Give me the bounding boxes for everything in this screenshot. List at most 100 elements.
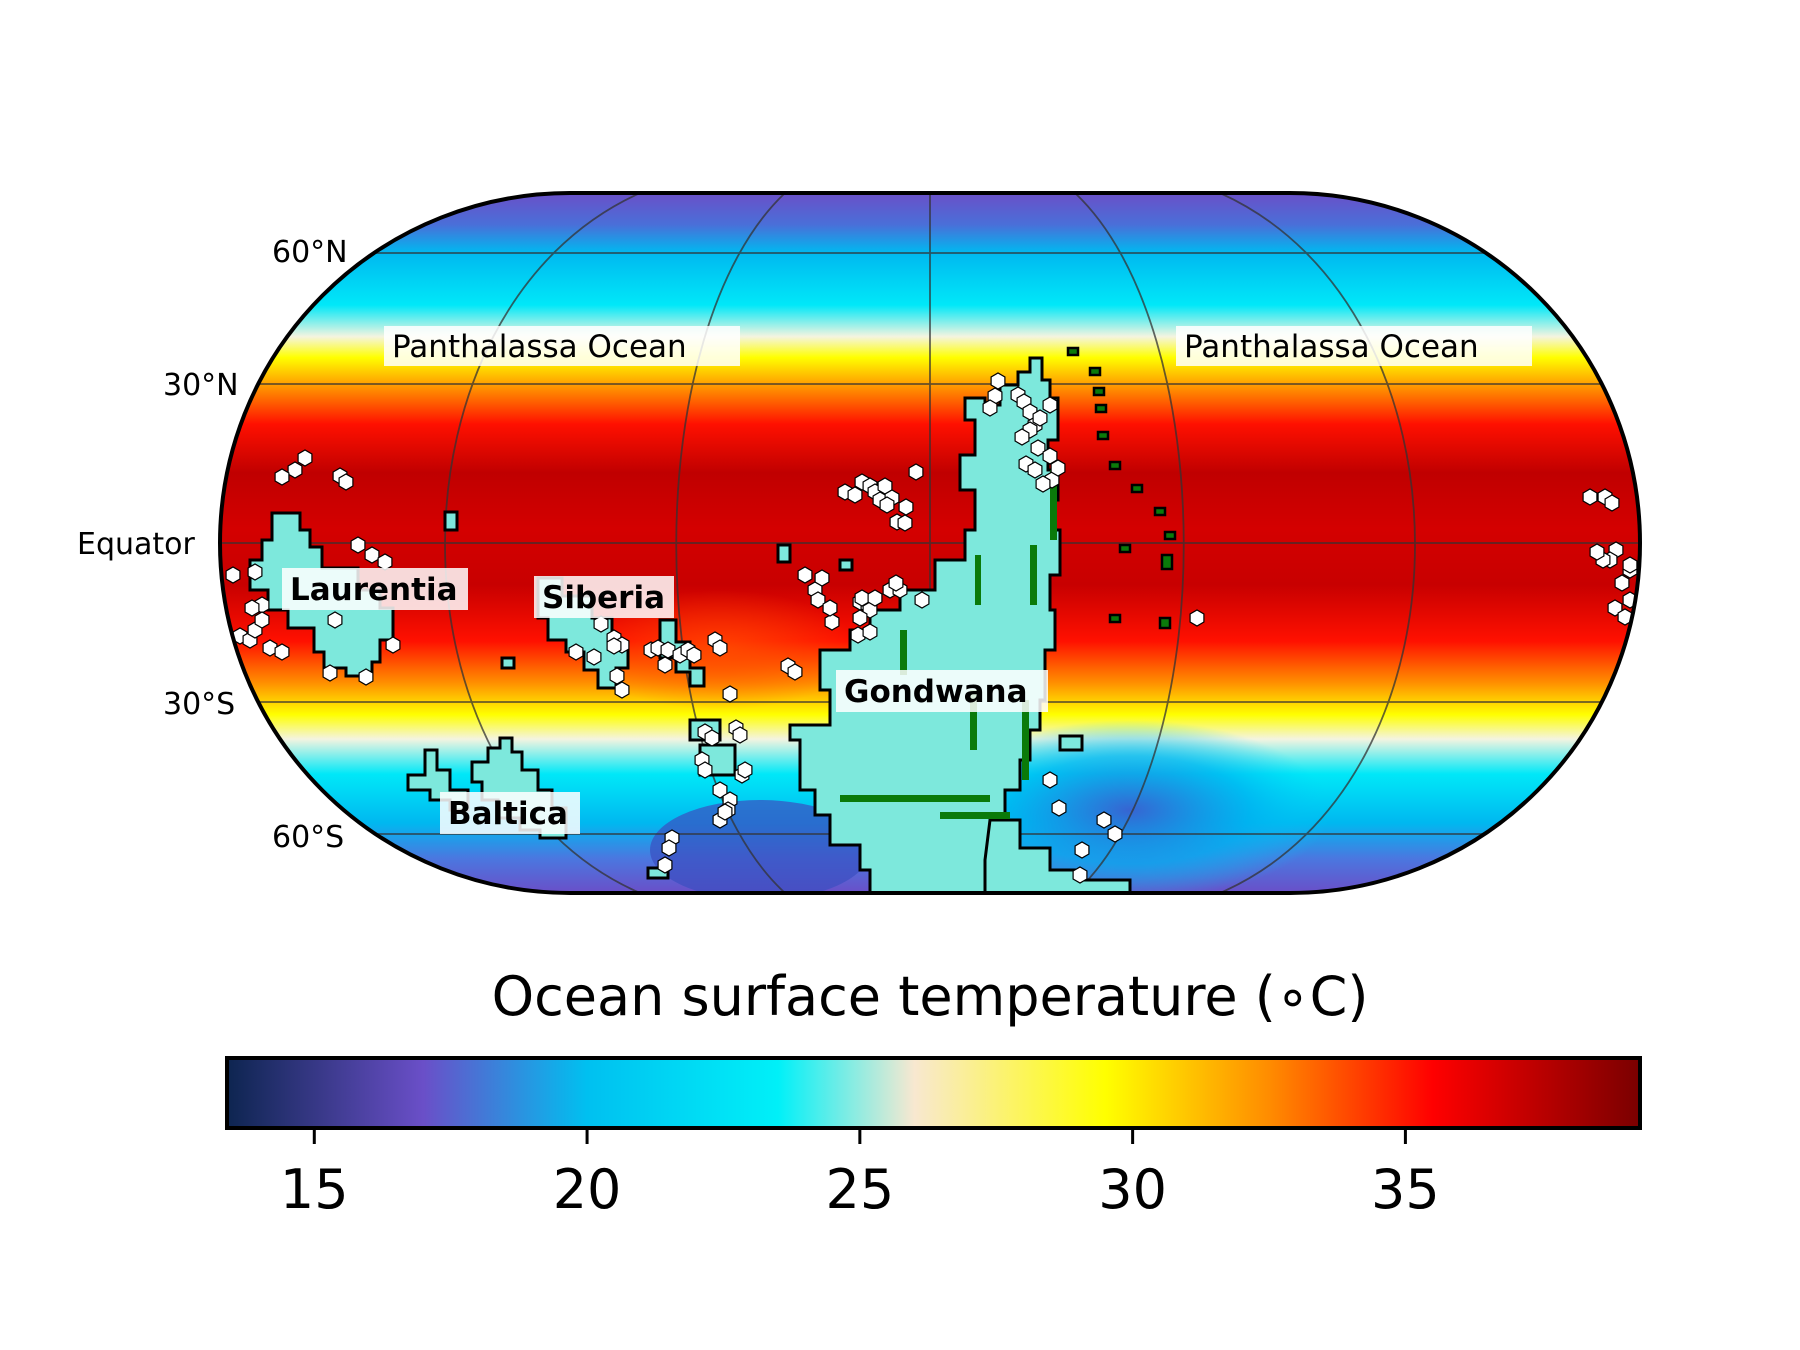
highland-regions bbox=[840, 470, 1057, 819]
data-marker-hexagon bbox=[1035, 475, 1051, 493]
data-marker-hexagon bbox=[1604, 494, 1620, 512]
colorbar-tick-label: 15 bbox=[280, 1158, 349, 1221]
map-boundary bbox=[218, 191, 1642, 895]
data-marker-hexagon bbox=[1051, 799, 1067, 817]
data-marker-hexagon bbox=[327, 611, 343, 629]
data-marker-hexagon bbox=[697, 761, 713, 779]
continent-label-gondwana-bg bbox=[836, 670, 1048, 712]
lat-label-60n: 60°N bbox=[272, 235, 348, 270]
highland-ridge-2 bbox=[1030, 545, 1037, 605]
highland-ridge-4 bbox=[970, 690, 977, 750]
data-marker-hexagon bbox=[1622, 556, 1638, 574]
data-marker-hexagon bbox=[797, 566, 813, 584]
data-marker-hexagon bbox=[274, 643, 290, 661]
data-marker-hexagon bbox=[852, 609, 868, 627]
data-marker-hexagon bbox=[686, 646, 702, 664]
colorbar-title: Ocean surface temperature (∘C) bbox=[492, 965, 1369, 1028]
islet bbox=[1158, 616, 1172, 630]
data-marker-hexagon bbox=[262, 639, 278, 657]
data-marker-hexagon bbox=[606, 637, 622, 655]
data-marker-hexagon bbox=[847, 486, 863, 504]
colorbar: Ocean surface temperature (∘C) 15 20 25 30 3… bbox=[225, 965, 1642, 1221]
ocean-label-west-bg bbox=[384, 326, 740, 366]
colorbar-ramp bbox=[225, 1056, 1642, 1130]
data-marker-hexagon bbox=[990, 372, 1006, 390]
data-marker-hexagon bbox=[787, 663, 803, 681]
small-island-3 bbox=[838, 558, 854, 572]
colorbar-ticks: 15 20 25 30 35 bbox=[280, 1128, 1440, 1221]
continent-label-baltica: Baltica bbox=[448, 796, 568, 832]
data-marker-hexagon bbox=[661, 839, 677, 857]
data-marker-hexagon bbox=[854, 589, 870, 607]
islet bbox=[1066, 346, 1080, 357]
data-marker-hexagon bbox=[1096, 811, 1112, 829]
colorbar-tick-label: 25 bbox=[825, 1158, 894, 1221]
islet bbox=[1163, 530, 1177, 541]
islet bbox=[1088, 366, 1102, 377]
data-marker-hexagon bbox=[254, 611, 270, 629]
highland-ridge-8 bbox=[900, 630, 907, 675]
meridian-e2 bbox=[1219, 193, 1416, 893]
meridian-e1 bbox=[1074, 193, 1185, 893]
gondwana-east-cape bbox=[1058, 734, 1084, 752]
islet bbox=[1160, 553, 1174, 571]
data-marker-hexagon bbox=[888, 574, 904, 592]
data-marker-hexagon bbox=[364, 546, 380, 564]
data-marker-hexagon bbox=[908, 463, 924, 481]
lat-label-30n: 30°N bbox=[163, 368, 239, 403]
small-island-1 bbox=[500, 656, 516, 670]
data-marker-hexagon bbox=[297, 449, 313, 467]
data-marker-hexagon bbox=[1189, 609, 1205, 627]
data-marker-hexagon bbox=[879, 496, 895, 514]
data-marker-hexagon bbox=[862, 623, 878, 641]
data-marker-hexagon bbox=[1072, 866, 1088, 884]
ocean-label-west: Panthalassa Ocean bbox=[392, 329, 687, 365]
data-marker-hexagon bbox=[810, 591, 826, 609]
data-marker-hexagon bbox=[867, 589, 883, 607]
continent-label-laurentia: Laurentia bbox=[290, 572, 458, 608]
data-marker-hexagon bbox=[898, 498, 914, 516]
data-marker-hexagon bbox=[717, 803, 733, 821]
islet bbox=[1118, 543, 1132, 554]
data-marker-hexagon bbox=[586, 648, 602, 666]
highland-ridge-5 bbox=[1022, 700, 1029, 780]
ocean-label-east: Panthalassa Ocean bbox=[1184, 329, 1479, 365]
data-marker-hexagon bbox=[377, 553, 393, 571]
data-marker-hexagon bbox=[287, 461, 303, 479]
data-marker-hexagon bbox=[1074, 841, 1090, 859]
data-marker-hexagon bbox=[1050, 459, 1066, 477]
data-marker-hexagon bbox=[385, 636, 401, 654]
data-marker-hexagon bbox=[914, 591, 930, 609]
islet bbox=[1096, 430, 1110, 441]
data-marker-hexagon bbox=[1027, 461, 1043, 479]
colorbar-tick-label: 30 bbox=[1098, 1158, 1167, 1221]
data-marker-hexagon bbox=[657, 656, 673, 674]
continent-label-gondwana: Gondwana bbox=[844, 674, 1028, 710]
highland-ridge-7 bbox=[940, 812, 1010, 819]
data-marker-hexagon bbox=[657, 856, 673, 874]
data-markers bbox=[225, 372, 1638, 884]
data-marker-hexagon bbox=[1589, 543, 1605, 561]
continent-label-laurentia-bg bbox=[282, 568, 468, 610]
data-marker-hexagon bbox=[593, 615, 609, 633]
data-marker-hexagon bbox=[982, 399, 998, 417]
islet bbox=[1108, 613, 1122, 624]
islet bbox=[1153, 506, 1167, 517]
data-marker-hexagon bbox=[322, 664, 338, 682]
data-marker-hexagon bbox=[247, 563, 263, 581]
data-marker-hexagon bbox=[1042, 771, 1058, 789]
data-marker-hexagon bbox=[350, 536, 366, 554]
offshore-islets bbox=[1066, 346, 1177, 630]
highland-ridge-3 bbox=[975, 555, 981, 605]
data-marker-hexagon bbox=[1014, 428, 1030, 446]
data-marker-hexagon bbox=[1042, 396, 1058, 414]
data-marker-hexagon bbox=[660, 641, 676, 659]
laurentia-island bbox=[443, 510, 459, 532]
data-marker-hexagon bbox=[737, 761, 753, 779]
data-marker-hexagon bbox=[614, 681, 630, 699]
data-marker-hexagon bbox=[704, 729, 720, 747]
gondwana-landmass bbox=[788, 356, 1062, 893]
data-marker-hexagon bbox=[1030, 439, 1046, 457]
data-marker-hexagon bbox=[732, 726, 748, 744]
data-marker-hexagon bbox=[814, 569, 830, 587]
